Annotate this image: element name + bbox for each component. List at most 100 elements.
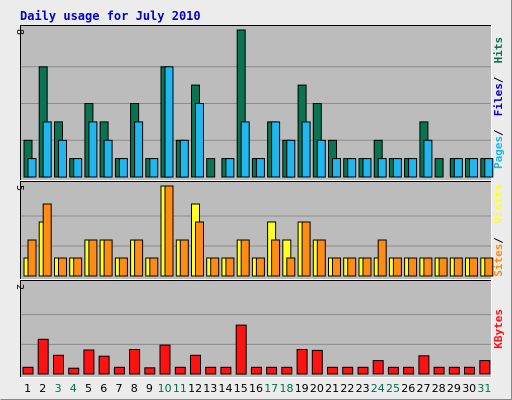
- bar-kbytes-day-19: [296, 349, 308, 375]
- x-tick-label: 5: [85, 382, 92, 395]
- bar-sites-day-25: [392, 257, 402, 277]
- bar-sites-day-2: [42, 203, 52, 277]
- bar-sites-day-10: [164, 185, 174, 277]
- bar-sites-day-17: [271, 239, 281, 277]
- bar-sites-day-8: [134, 239, 144, 277]
- bar-sites-day-16: [255, 257, 265, 277]
- bar-pages-day-17: [271, 121, 281, 178]
- bar-kbytes-day-11: [174, 366, 186, 375]
- bar-pages-day-4: [73, 158, 83, 178]
- x-tick-label: 14: [219, 382, 233, 395]
- bar-kbytes-day-9: [144, 367, 156, 375]
- bar-kbytes-day-31: [479, 360, 491, 375]
- bar-kbytes-day-29: [448, 366, 460, 375]
- panel-2: 5 Sites / Visits: [14, 181, 505, 280]
- bar-kbytes-day-17: [266, 366, 278, 375]
- bar-kbytes-day-3: [53, 354, 64, 375]
- x-tick-label: 6: [100, 382, 107, 395]
- bar-pages-day-5: [88, 121, 98, 178]
- x-tick-label: 31: [477, 382, 491, 395]
- bar-sites-day-7: [118, 257, 128, 277]
- bar-hits-day-28: [434, 158, 444, 178]
- bar-kbytes-day-22: [342, 366, 354, 375]
- legend-pages: Pages: [492, 136, 505, 169]
- bar-kbytes-day-27: [418, 355, 430, 375]
- bar-pages-day-16: [255, 158, 265, 178]
- x-tick-label: 9: [146, 382, 153, 395]
- x-tick-label: 2: [39, 382, 46, 395]
- bar-kbytes-day-15: [235, 324, 247, 375]
- bar-kbytes-day-7: [113, 366, 125, 375]
- bar-sites-day-23: [362, 257, 372, 277]
- bar-pages-day-25: [392, 158, 402, 178]
- bar-kbytes-day-20: [311, 349, 323, 375]
- x-tick-label: 16: [249, 382, 263, 395]
- x-tick-label: 7: [116, 382, 123, 395]
- x-tick-label: 4: [70, 382, 77, 395]
- x-tick-label: 24: [371, 382, 385, 395]
- bar-sites-day-26: [408, 257, 418, 277]
- x-tick-label: 15: [234, 382, 248, 395]
- bar-sites-day-9: [149, 257, 159, 277]
- x-tick-label: 11: [173, 382, 187, 395]
- panel-3: 2 KBytes: [14, 280, 505, 378]
- x-tick-label: 23: [356, 382, 370, 395]
- legend-separator: /: [492, 129, 505, 136]
- bar-pages-day-14: [225, 158, 235, 178]
- bar-pages-day-20: [316, 139, 326, 178]
- bar-pages-day-3: [58, 139, 67, 178]
- x-tick-label: 20: [310, 382, 324, 395]
- legend-sites: Sites: [492, 244, 505, 277]
- bar-sites-day-19: [301, 221, 311, 277]
- bar-sites-day-31: [484, 257, 494, 277]
- bar-kbytes-day-24: [372, 360, 384, 375]
- bar-sites-day-28: [438, 257, 448, 277]
- bar-pages-day-10: [164, 66, 174, 178]
- legend-kbytes: KBytes: [492, 309, 505, 349]
- panel-1: 8 Pages / Files / Hits: [14, 25, 505, 181]
- panel-1-legend: Pages / Files / Hits: [492, 37, 505, 169]
- bar-sites-day-4: [73, 257, 83, 277]
- x-tick-label: 18: [280, 382, 294, 395]
- bar-pages-day-26: [408, 158, 418, 178]
- bar-sites-day-21: [332, 257, 341, 277]
- x-tick-label: 29: [447, 382, 461, 395]
- x-tick-label: 30: [462, 382, 476, 395]
- x-tick-label: 17: [264, 382, 278, 395]
- x-tick-label: 21: [325, 382, 339, 395]
- bar-kbytes-day-25: [387, 366, 399, 375]
- bar-kbytes-day-12: [190, 354, 201, 375]
- bar-kbytes-day-16: [250, 366, 262, 375]
- bar-pages-day-30: [469, 158, 478, 178]
- bar-sites-day-13: [210, 257, 220, 277]
- bar-sites-day-22: [347, 257, 357, 277]
- bar-sites-day-12: [195, 221, 204, 277]
- bar-pages-day-29: [453, 158, 463, 178]
- bar-pages-day-18: [286, 139, 296, 178]
- bar-pages-day-15: [240, 121, 250, 178]
- x-tick-label: 22: [340, 382, 354, 395]
- bar-sites-day-29: [453, 257, 463, 277]
- bar-kbytes-day-28: [433, 366, 445, 375]
- bar-pages-day-12: [195, 103, 204, 178]
- bar-pages-day-27: [423, 139, 433, 178]
- bar-sites-day-24: [377, 239, 387, 277]
- chart-title: Daily usage for July 2010: [20, 9, 201, 23]
- x-tick-label: 13: [203, 382, 217, 395]
- bar-pages-day-8: [134, 121, 144, 178]
- bar-kbytes-day-18: [281, 366, 293, 375]
- bar-sites-day-3: [58, 257, 67, 277]
- x-axis-tick-labels: 1 2 3 4 5 6 7 8 9 10 11 12 13 14 15 16 17 18 19 20 21 22 23 24 2…: [24, 382, 491, 395]
- bar-kbytes-day-21: [327, 366, 338, 375]
- x-tick-label: 25: [386, 382, 400, 395]
- bar-kbytes-day-23: [357, 366, 369, 375]
- x-tick-label: 8: [131, 382, 138, 395]
- bar-sites-day-27: [423, 257, 433, 277]
- y-max-label: 8: [14, 29, 25, 35]
- y-max-label: 2: [14, 284, 25, 290]
- bar-kbytes-day-2: [37, 338, 49, 375]
- x-tick-label: 1: [24, 382, 31, 395]
- bar-pages-day-2: [42, 121, 52, 178]
- bar-kbytes-day-30: [464, 366, 475, 375]
